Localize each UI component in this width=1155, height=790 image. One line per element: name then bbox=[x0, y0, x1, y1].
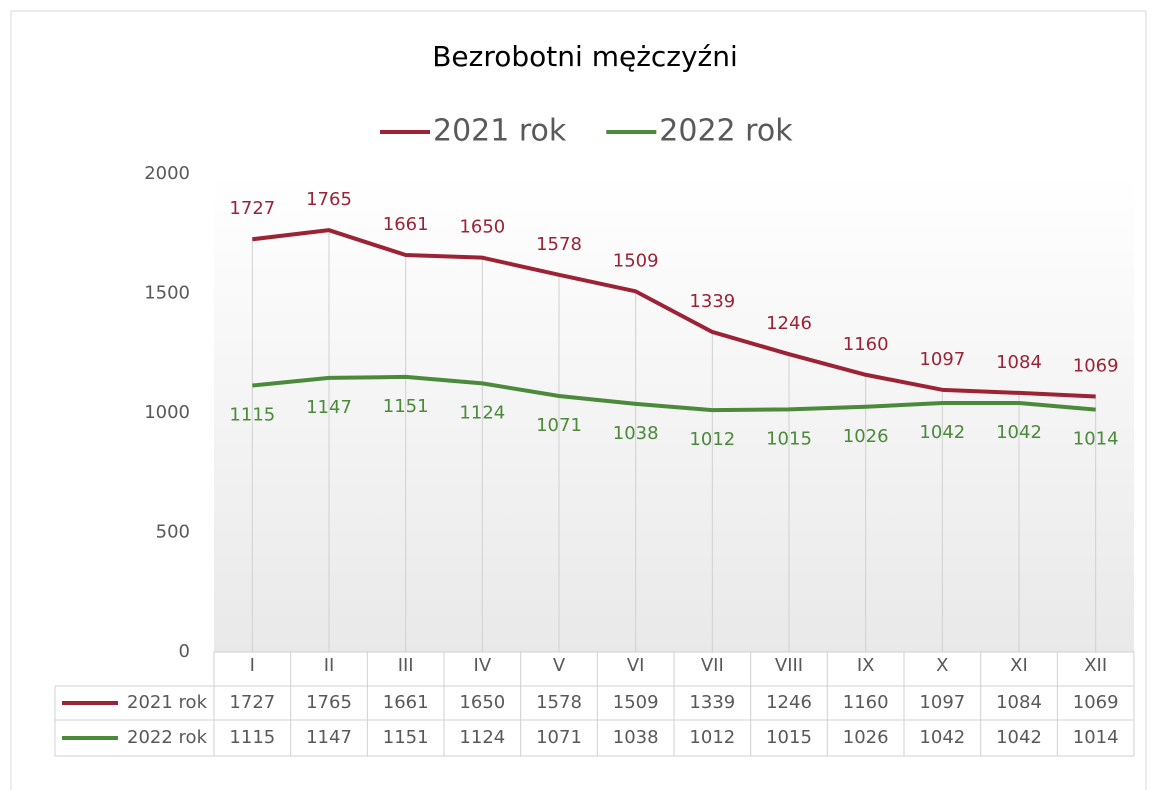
table-cell: 1151 bbox=[383, 727, 429, 748]
table-cell: 1071 bbox=[536, 727, 582, 748]
table-cell: 1160 bbox=[843, 692, 889, 713]
x-tick-label: III bbox=[398, 655, 414, 676]
chart-title: Bezrobotni mężczyźni bbox=[432, 40, 738, 73]
table-cell: 1650 bbox=[459, 692, 505, 713]
table-cell: 1042 bbox=[919, 727, 965, 748]
table-cell: 1014 bbox=[1073, 727, 1119, 748]
data-label: 1650 bbox=[459, 217, 505, 238]
data-label: 1071 bbox=[536, 415, 582, 436]
x-tick-label: II bbox=[324, 655, 335, 676]
table-cell: 1084 bbox=[996, 692, 1042, 713]
data-label: 1038 bbox=[613, 423, 659, 444]
x-tick-label: I bbox=[250, 655, 255, 676]
table-cell: 1246 bbox=[766, 692, 812, 713]
table-cell: 1147 bbox=[306, 727, 352, 748]
data-label: 1151 bbox=[383, 396, 429, 417]
data-label: 1578 bbox=[536, 234, 582, 255]
data-label: 1015 bbox=[766, 428, 812, 449]
data-label: 1097 bbox=[919, 349, 965, 370]
table-cell: 1509 bbox=[613, 692, 659, 713]
data-label: 1727 bbox=[229, 198, 275, 219]
x-tick-label: XII bbox=[1084, 655, 1107, 676]
series-line bbox=[252, 374, 1096, 413]
data-label: 1160 bbox=[843, 334, 889, 355]
data-label: 1765 bbox=[306, 189, 352, 210]
table-cell: 1115 bbox=[229, 727, 275, 748]
data-label: 1246 bbox=[766, 313, 812, 334]
table-cell: 1339 bbox=[689, 692, 735, 713]
table-cell: 1026 bbox=[843, 727, 889, 748]
data-label: 1026 bbox=[843, 426, 889, 447]
plot-area bbox=[214, 174, 1134, 652]
x-tick-label: X bbox=[936, 655, 948, 676]
x-tick-label: VI bbox=[627, 655, 645, 676]
y-tick-label: 1500 bbox=[144, 283, 190, 304]
series-line bbox=[252, 228, 1096, 399]
legend-label: 2021 rok bbox=[433, 114, 567, 149]
x-tick-label: VII bbox=[701, 655, 724, 676]
data-label: 1147 bbox=[306, 397, 352, 418]
x-tick-label: VIII bbox=[775, 655, 803, 676]
x-tick-label: V bbox=[553, 655, 566, 676]
table-cell: 1097 bbox=[919, 692, 965, 713]
data-label: 1124 bbox=[459, 402, 505, 423]
data-label: 1012 bbox=[689, 429, 735, 450]
table-cell: 1012 bbox=[689, 727, 735, 748]
data-label: 1014 bbox=[1073, 429, 1119, 450]
y-tick-label: 2000 bbox=[144, 163, 190, 184]
data-label: 1042 bbox=[919, 422, 965, 443]
data-label: 1509 bbox=[613, 250, 659, 271]
data-label: 1115 bbox=[229, 405, 275, 426]
table-cell: 1015 bbox=[766, 727, 812, 748]
table-cell: 1069 bbox=[1073, 692, 1119, 713]
y-tick-label: 0 bbox=[179, 641, 190, 662]
y-tick-label: 1000 bbox=[144, 402, 190, 423]
table-cell: 1124 bbox=[459, 727, 505, 748]
table-cell: 1727 bbox=[229, 692, 275, 713]
table-cell: 1042 bbox=[996, 727, 1042, 748]
table-row-label: 2022 rok bbox=[127, 727, 208, 748]
x-tick-label: IV bbox=[474, 655, 492, 676]
data-label: 1339 bbox=[689, 291, 735, 312]
table-row-label: 2021 rok bbox=[127, 692, 208, 713]
x-tick-label: XI bbox=[1010, 655, 1028, 676]
data-label: 1661 bbox=[383, 214, 429, 235]
data-label: 1084 bbox=[996, 352, 1042, 373]
data-label: 1042 bbox=[996, 422, 1042, 443]
y-tick-label: 500 bbox=[156, 522, 190, 543]
x-tick-label: IX bbox=[857, 655, 875, 676]
legend-label: 2022 rok bbox=[659, 114, 793, 149]
table-cell: 1661 bbox=[383, 692, 429, 713]
table-cell: 1765 bbox=[306, 692, 352, 713]
table-cell: 1578 bbox=[536, 692, 582, 713]
data-label: 1069 bbox=[1073, 356, 1119, 377]
chart-border bbox=[10, 10, 1147, 790]
table-cell: 1038 bbox=[613, 727, 659, 748]
